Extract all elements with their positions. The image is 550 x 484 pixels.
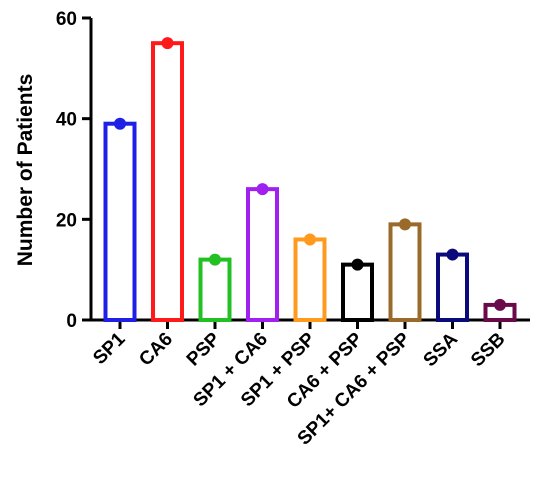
y-tick-label: 40 (56, 110, 77, 131)
bar (198, 257, 232, 323)
bar-point (494, 298, 506, 311)
bar (341, 262, 374, 322)
bar-point (446, 248, 459, 261)
bars (103, 37, 517, 323)
x-tick-label: SP1 (89, 328, 130, 369)
bar-point (256, 183, 269, 196)
bar-point (161, 37, 174, 50)
x-tick-label: SSA (420, 328, 463, 371)
bar-point (351, 258, 364, 271)
bar (151, 41, 184, 323)
bar (388, 222, 422, 322)
x-tick-label: PSP (183, 328, 225, 370)
bar (103, 121, 137, 322)
y-tick-label: 20 (56, 210, 77, 231)
x-tick-label: CA6 (135, 329, 177, 371)
bar-point (304, 233, 316, 246)
bar (436, 252, 469, 322)
y-tick-label: 0 (66, 311, 77, 332)
y-axis: 0 20 40 60 (56, 9, 93, 332)
bar-point (209, 253, 221, 266)
y-tick-label: 60 (56, 9, 77, 30)
bar (293, 237, 327, 322)
bar (246, 187, 279, 322)
bar-point (399, 218, 411, 231)
x-tick-label: SSB (467, 329, 509, 371)
y-axis-title: Number of Patients (14, 74, 37, 267)
bar-point (114, 117, 126, 130)
